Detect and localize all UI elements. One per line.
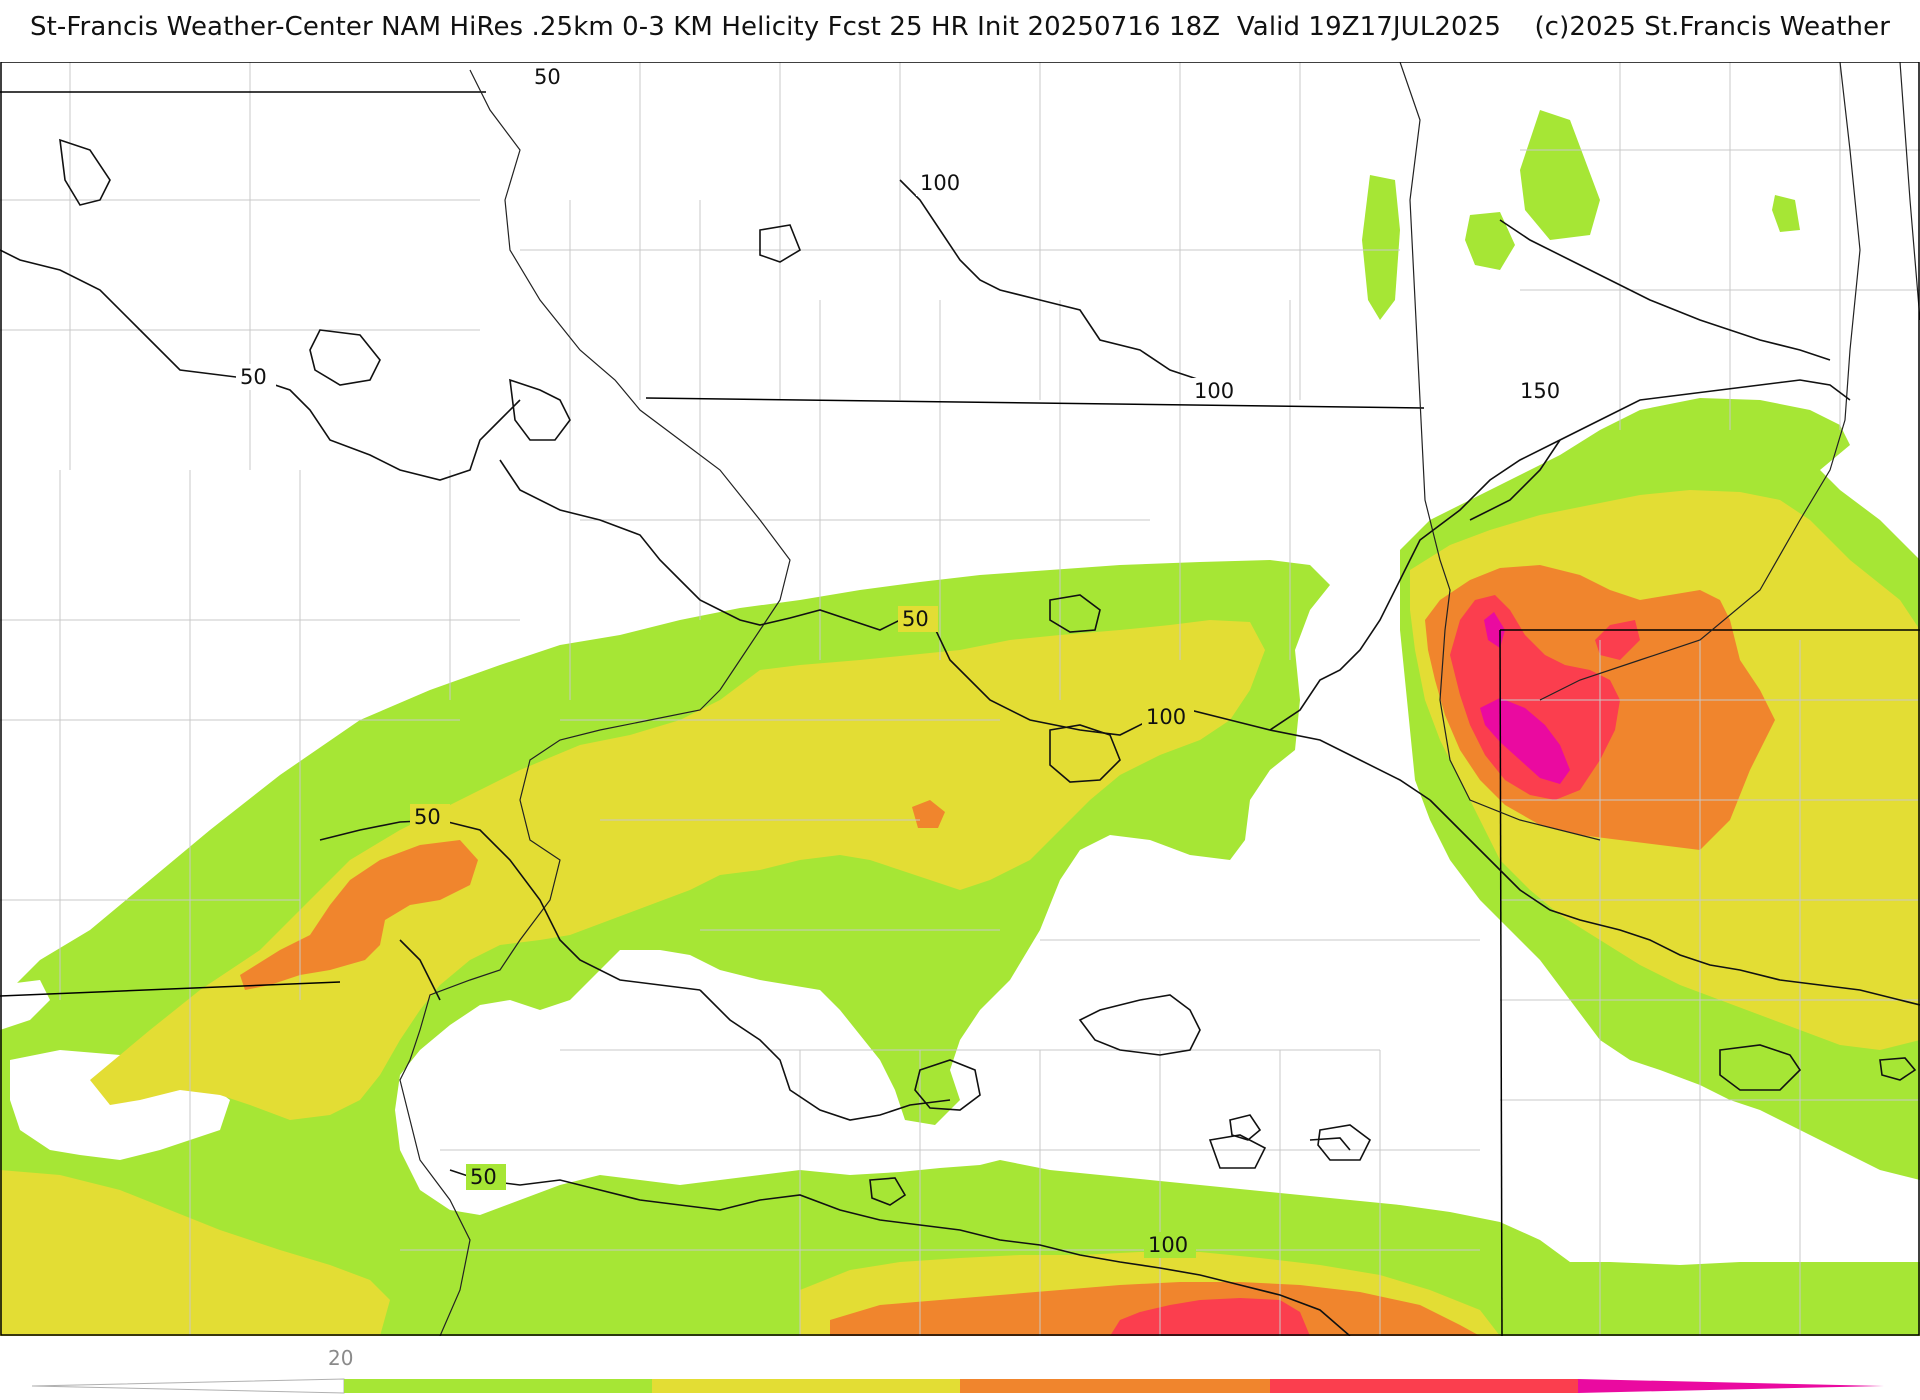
credit-text: (c)2025 St.Francis Weather (1534, 12, 1890, 42)
helicity-shading (0, 110, 1920, 1336)
boundaries (0, 62, 1920, 1336)
title-text: St-Francis Weather-Center NAM HiRes .25k… (30, 12, 1501, 42)
map-title: St-Francis Weather-Center NAM HiRes .25k… (0, 12, 1920, 42)
fill-green-north3 (1772, 195, 1800, 232)
contour-label: 50 (240, 365, 267, 389)
fill-green-north2 (1465, 212, 1515, 270)
contour-label: 100 (1148, 1233, 1188, 1257)
contour-label-group: 50 50 50 50 50 100 100 100 100 150 (236, 64, 1568, 1258)
map-frame (0, 62, 1920, 1336)
contour-label: 100 (1146, 705, 1186, 729)
colorbar-lower-extend (31, 1378, 345, 1394)
colorbar-segment-yellow (652, 1379, 960, 1393)
fill-yellow-sw (0, 1170, 390, 1336)
contour-label: 50 (534, 65, 561, 89)
contour-label: 50 (414, 805, 441, 829)
fill-green-central (0, 560, 1920, 1336)
colorbar-segment-red (1270, 1379, 1578, 1393)
fill-magenta-east (1480, 698, 1570, 784)
colorbar (31, 1378, 1884, 1394)
contour-label: 50 (902, 607, 929, 631)
contour-label: 150 (1520, 379, 1560, 403)
fill-orange-central (912, 800, 945, 828)
helicity-contours (0, 138, 1920, 1336)
fill-white-hole-2 (0, 980, 50, 1030)
colorbar-segment-green (344, 1379, 652, 1393)
helicity-map: 50 50 50 50 50 100 100 100 100 150 (0, 62, 1920, 1336)
contour-label: 100 (920, 171, 960, 195)
rivers (399, 62, 1920, 1336)
contour-label: 50 (470, 1165, 497, 1189)
fill-green-north1 (1520, 110, 1600, 240)
colorbar-tick-label: 20 (328, 1346, 354, 1370)
fill-green-west (1362, 175, 1400, 320)
colorbar-segment-orange (960, 1379, 1270, 1393)
state-lines (0, 91, 1920, 1336)
colorbar-upper-extend (1578, 1379, 1884, 1393)
contour-label: 100 (1194, 379, 1234, 403)
fill-red-east (1450, 595, 1620, 800)
fill-yellow-central (90, 620, 1265, 1120)
